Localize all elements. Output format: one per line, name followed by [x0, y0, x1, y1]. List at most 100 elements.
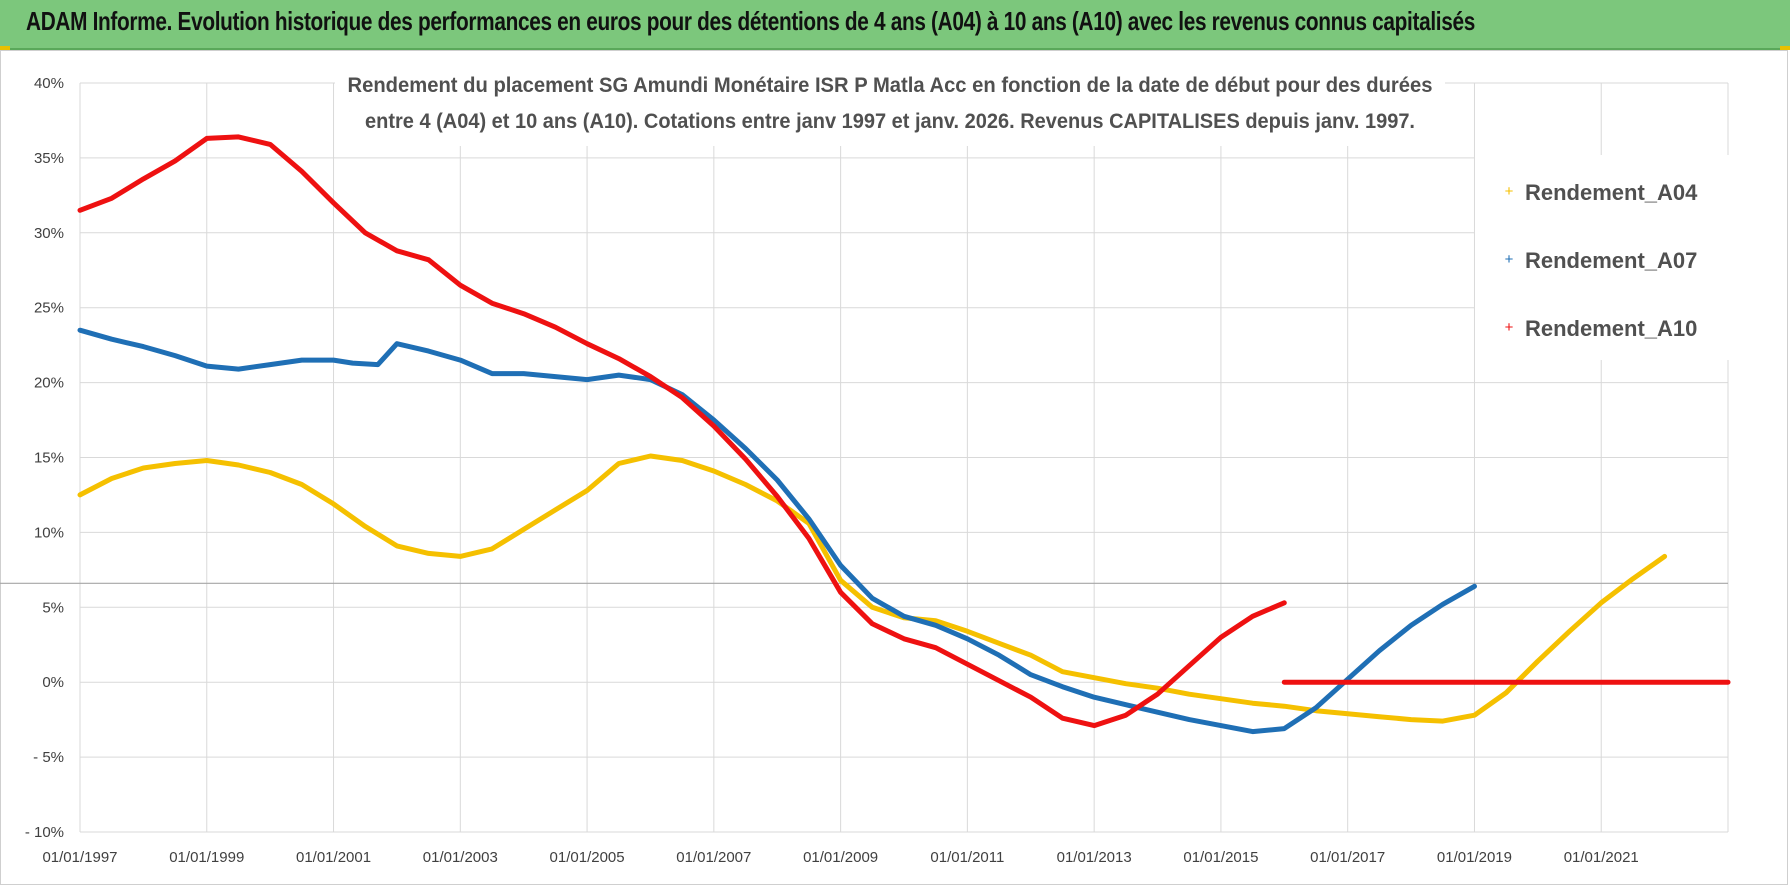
data-point: [1156, 692, 1160, 696]
y-axis-labels: 40% 35% 30% 25% 20% 15% 10% 5% 0% - 5% - 10%: [25, 75, 64, 841]
data-point: [1377, 649, 1381, 653]
data-point: [332, 502, 336, 506]
y-tick-label: - 10%: [25, 824, 64, 841]
data-point: [680, 458, 684, 462]
data-point: [1219, 635, 1223, 639]
chart-title-bg: [335, 66, 1445, 146]
chart-frame: [0, 50, 1788, 885]
gridlines: [79, 82, 1729, 833]
data-point: [1187, 718, 1191, 722]
data-point: [1282, 680, 1286, 684]
data-point: [1314, 706, 1318, 710]
data-point: [997, 653, 1001, 657]
corner-mark-left: [0, 46, 10, 50]
data-point: [648, 454, 652, 458]
data-point: [173, 159, 177, 163]
legend-marker: +: [1505, 183, 1514, 200]
data-point: [205, 136, 209, 140]
y-tick-label: 35%: [34, 150, 64, 167]
data-point: [1060, 685, 1064, 689]
data-point: [490, 372, 494, 376]
data-point: [902, 614, 906, 618]
x-tick-label: 01/01/2007: [676, 849, 751, 866]
data-point: [1536, 659, 1540, 663]
data-point: [427, 349, 431, 353]
data-point: [1187, 664, 1191, 668]
data-point: [553, 375, 557, 379]
data-point: [395, 342, 399, 346]
data-point: [268, 142, 272, 146]
data-point: [934, 646, 938, 650]
data-point: [1124, 703, 1128, 707]
x-tick-label: 01/01/1997: [42, 849, 117, 866]
legend-marker: +: [1505, 319, 1514, 336]
data-point: [205, 364, 209, 368]
data-point: [490, 547, 494, 551]
data-point: [1282, 727, 1286, 731]
data-point: [1124, 682, 1128, 686]
data-point: [934, 619, 938, 623]
data-point: [712, 424, 716, 428]
data-point: [141, 345, 145, 349]
series-line-rendement-a10: [77, 134, 1287, 729]
data-point: [744, 482, 748, 486]
data-point: [1441, 719, 1445, 723]
data-point: [1441, 602, 1445, 606]
data-point: [1409, 718, 1413, 722]
data-point: [236, 463, 240, 467]
data-point: [332, 201, 336, 205]
data-point: [300, 169, 304, 173]
data-point: [1599, 601, 1603, 605]
x-tick-label: 01/01/2001: [296, 849, 371, 866]
data-point: [1251, 614, 1255, 618]
data-point: [1029, 695, 1033, 699]
data-point: [1663, 554, 1667, 558]
data-point: [870, 622, 874, 626]
data-point: [1092, 676, 1096, 680]
x-tick-label: 01/01/2017: [1310, 849, 1385, 866]
data-point: [427, 258, 431, 262]
y-tick-label: 20%: [34, 375, 64, 392]
data-point: [870, 605, 874, 609]
series-line-rendement-a07: [77, 327, 1477, 735]
data-point: [744, 457, 748, 461]
data-point: [173, 461, 177, 465]
data-point: [1060, 670, 1064, 674]
data-point: [205, 458, 209, 462]
legend-box: [1475, 155, 1730, 360]
y-tick-label: 30%: [34, 225, 64, 242]
data-point: [839, 563, 843, 567]
data-point: [1282, 704, 1286, 708]
data-point: [1568, 629, 1572, 633]
data-point: [78, 208, 82, 212]
data-point: [585, 342, 589, 346]
data-point: [965, 637, 969, 641]
x-tick-label: 01/01/1999: [169, 849, 244, 866]
data-point: [110, 476, 114, 480]
x-tick-label: 01/01/2013: [1057, 849, 1132, 866]
data-point: [1092, 724, 1096, 728]
chart-title-line-1: Rendement du placement SG Amundi Monétai…: [348, 74, 1433, 97]
data-point: [997, 641, 1001, 645]
data-point: [1282, 601, 1286, 605]
x-tick-label: 01/01/2005: [550, 849, 625, 866]
chart-title: Rendement du placement SG Amundi Monétai…: [335, 66, 1445, 146]
data-point: [775, 494, 779, 498]
data-point: [522, 372, 526, 376]
data-point: [617, 357, 621, 361]
data-point: [617, 373, 621, 377]
x-axis-labels: 01/01/1997 01/01/1999 01/01/2001 01/01/2003…: [42, 849, 1638, 866]
data-point: [141, 177, 145, 181]
header-banner: ADAM Informe. Evolution historique des p…: [0, 0, 1790, 50]
data-point: [110, 337, 114, 341]
data-point: [268, 363, 272, 367]
data-point: [427, 551, 431, 555]
data-point: [110, 196, 114, 200]
data-point: [839, 590, 843, 594]
data-point: [585, 378, 589, 382]
corner-mark-right: [1780, 46, 1790, 50]
data-point: [395, 249, 399, 253]
data-point: [351, 361, 355, 365]
data-point: [332, 358, 336, 362]
